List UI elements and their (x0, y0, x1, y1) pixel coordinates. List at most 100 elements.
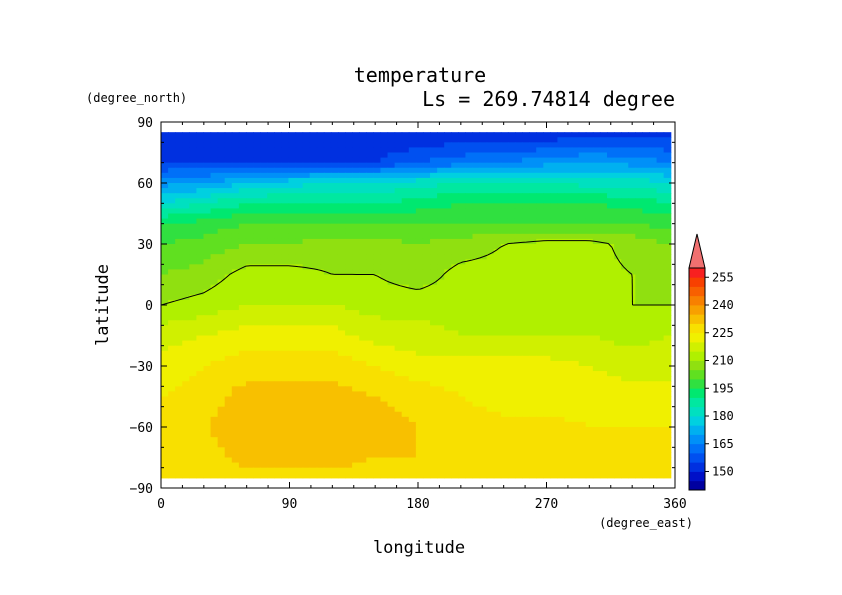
heatmap-cell (168, 269, 176, 276)
heatmap-cell (472, 437, 481, 443)
heatmap-cell (380, 391, 389, 398)
heatmap-cell (224, 188, 233, 194)
heatmap-cell (253, 330, 261, 337)
heatmap-cell (366, 244, 374, 250)
heatmap-cell (323, 366, 332, 372)
heatmap-cell (253, 244, 261, 250)
heatmap-cell (366, 315, 374, 321)
heatmap-cell (500, 381, 509, 387)
heatmap-cell (231, 167, 240, 174)
heatmap-cell (168, 157, 176, 164)
heatmap-cell (529, 411, 537, 418)
heatmap-cell (245, 228, 254, 235)
heatmap-cell (493, 320, 502, 326)
heatmap-cell (224, 462, 233, 469)
heatmap-cell (281, 152, 290, 159)
heatmap-cell (373, 421, 382, 428)
heatmap-cell (168, 284, 176, 291)
heatmap-cell (585, 467, 594, 474)
heatmap-cell (245, 172, 254, 179)
heatmap-cell (415, 274, 424, 281)
heatmap-cell (253, 157, 261, 164)
heatmap-cell (238, 157, 247, 164)
x-tick-label: 180 (406, 497, 429, 512)
heatmap-cell (224, 391, 233, 398)
heatmap-cell (607, 269, 615, 276)
heatmap-cell (649, 218, 658, 225)
heatmap-cell (599, 355, 608, 362)
heatmap-cell (635, 325, 643, 332)
heatmap-cell (642, 325, 651, 332)
heatmap-cell (175, 360, 183, 367)
heatmap-cell (507, 401, 516, 408)
heatmap-cell (500, 350, 509, 357)
heatmap-cell (628, 411, 636, 418)
heatmap-cell (203, 462, 212, 469)
heatmap-cell (529, 284, 537, 291)
heatmap-cell (430, 269, 438, 276)
heatmap-cell (267, 386, 275, 393)
heatmap-cell (182, 310, 190, 316)
heatmap-cell (253, 167, 261, 174)
heatmap-cell (330, 350, 339, 357)
heatmap-cell (564, 360, 573, 367)
heatmap-cell (352, 457, 360, 464)
heatmap-cell (578, 254, 587, 260)
heatmap-cell (394, 289, 403, 296)
heatmap-cell (564, 259, 573, 265)
heatmap-cell (260, 310, 268, 316)
heatmap-cell (472, 411, 481, 418)
heatmap-cell (430, 284, 438, 291)
heatmap-cell (479, 447, 488, 454)
heatmap-cell (422, 264, 431, 271)
heatmap-cell (189, 264, 197, 271)
heatmap-cell (345, 432, 353, 438)
heatmap-cell (479, 376, 488, 382)
heatmap-cell (592, 223, 601, 230)
heatmap-cell (210, 193, 219, 199)
heatmap-cell (642, 432, 651, 438)
heatmap-cell (352, 345, 360, 352)
heatmap-cell (196, 177, 205, 184)
heatmap-cell (323, 228, 332, 235)
heatmap-cell (430, 208, 438, 215)
heatmap-cell (529, 320, 537, 326)
heatmap-cell (514, 432, 523, 438)
heatmap-cell (621, 238, 629, 245)
heatmap-cell (267, 259, 275, 265)
heatmap-cell (330, 254, 339, 260)
heatmap-cell (663, 325, 672, 332)
heatmap-cell (316, 223, 325, 230)
heatmap-cell (401, 213, 410, 220)
heatmap-cell (437, 396, 445, 403)
heatmap-cell (437, 452, 445, 459)
heatmap-cell (394, 152, 403, 159)
heatmap-cell (337, 315, 346, 321)
heatmap-cell (571, 472, 580, 479)
heatmap-cell (210, 264, 219, 271)
heatmap-cell (316, 172, 325, 179)
heatmap-cell (415, 396, 424, 403)
heatmap-cell (422, 172, 431, 179)
heatmap-cell (366, 432, 374, 438)
heatmap-cell (649, 427, 658, 433)
heatmap-cell (607, 198, 615, 204)
heatmap-cell (607, 376, 615, 382)
heatmap-cell (500, 442, 509, 448)
heatmap-cell (175, 320, 183, 326)
heatmap-cell (649, 223, 658, 230)
heatmap-cell (451, 213, 459, 220)
heatmap-cell (302, 381, 311, 387)
heatmap-cell (578, 371, 587, 377)
heatmap-cell (430, 310, 438, 316)
heatmap-cell (380, 396, 389, 403)
heatmap-cell (628, 223, 636, 230)
heatmap-cell (387, 330, 396, 337)
heatmap-cell (635, 213, 643, 220)
heatmap-cell (500, 284, 509, 291)
heatmap-cell (592, 401, 601, 408)
heatmap-cell (387, 228, 396, 235)
heatmap-cell (231, 294, 240, 301)
heatmap-cell (543, 259, 551, 265)
heatmap-cell (571, 299, 580, 306)
